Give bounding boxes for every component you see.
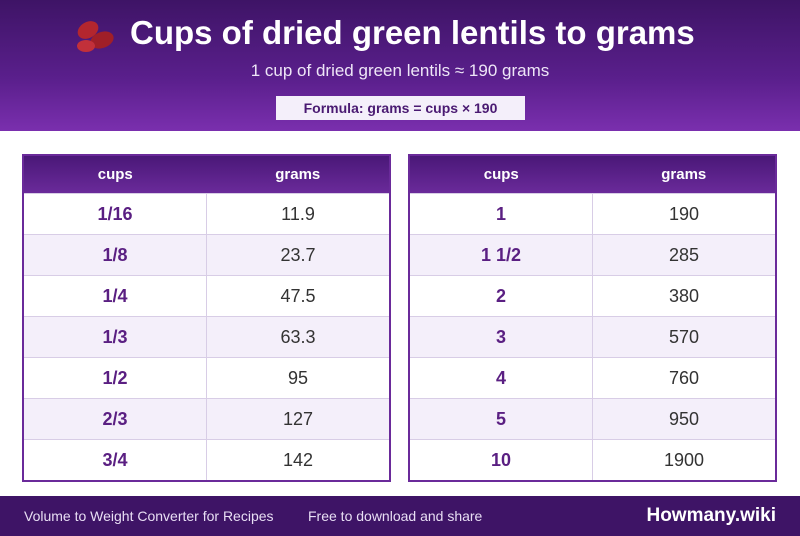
cell: 127 [206,399,389,439]
cell: 3/4 [102,449,128,470]
cell: 380 [592,276,775,316]
column-header: grams [275,166,321,183]
row: 10 1900 [410,439,775,480]
row: 4 760 [410,357,775,398]
cell: 47.5 [206,276,389,316]
header-row: cups grams [24,156,389,193]
footer-text: Volume to Weight Converter for Recipes [24,508,274,524]
cell: 2/3 [102,408,128,429]
row: 1/8 23.7 [24,234,389,275]
header: Cups of dried green lentils to grams 1 c… [0,0,800,131]
row: 5 950 [410,398,775,439]
cell: 1900 [592,440,775,480]
footer: Volume to Weight Converter for Recipes F… [0,496,800,536]
column-header: cups [483,166,519,183]
cell: 1 1/2 [480,244,522,265]
cell: 5 [495,408,506,429]
cell: 1/2 [102,367,128,388]
header-row: cups grams [410,156,775,193]
table: cups grams 1/16 11.9 1/8 23.7 1/4 47.5 1/3 63.3 1/… [22,154,391,482]
cell: 1/8 [102,244,128,265]
cell: 4 [495,367,506,388]
table: cups grams 1 190 1 1/2 285 2 380 3 570 4 760 5 950 10 1… [408,154,777,482]
cell: 142 [206,440,389,480]
cell: 570 [592,317,775,357]
row: 1/3 63.3 [24,316,389,357]
row: 1/16 11.9 [24,193,389,234]
row: 1/4 47.5 [24,275,389,316]
title: Cups of dried green lentils to grams [130,14,695,51]
cell: 1 [495,203,506,224]
row: 3/4 142 [24,439,389,480]
footer-text: Free to download and share [308,508,483,524]
row: 1 1/2 285 [410,234,775,275]
row: 1/2 95 [24,357,389,398]
cell: 190 [592,194,775,234]
row: 2 380 [410,275,775,316]
cell: 760 [592,358,775,398]
cell: 95 [206,358,389,398]
cell: 11.9 [206,194,389,234]
cell: 950 [592,399,775,439]
row: 1 190 [410,193,775,234]
row: 3 570 [410,316,775,357]
row: 2/3 127 [24,398,389,439]
cell: 3 [495,326,506,347]
brand: Howmany.wiki [646,505,776,526]
formula: Formula: grams = cups × 190 [276,96,525,120]
cell: 1/3 [102,326,128,347]
cell: 63.3 [206,317,389,357]
column-header: grams [661,166,707,183]
cell: 285 [592,235,775,275]
bean-icon [77,21,114,52]
cell: 23.7 [206,235,389,275]
cell: 1/4 [102,285,128,306]
cell: 10 [490,449,512,470]
cell: 2 [495,285,506,306]
column-header: cups [97,166,133,183]
cell: 1/16 [97,203,133,224]
subtitle: 1 cup of dried green lentils ≈ 190 grams [250,61,550,80]
